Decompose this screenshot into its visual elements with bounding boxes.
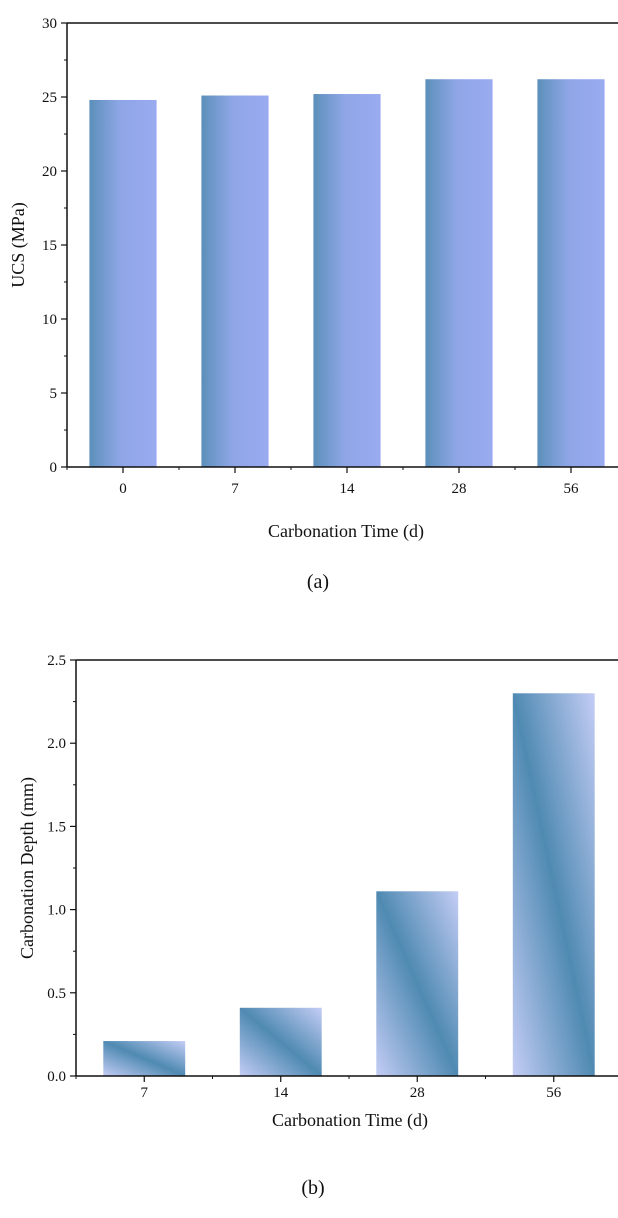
y-tick-label: 2.5	[47, 653, 66, 669]
bar-0	[89, 99, 157, 468]
x-tick-label: 28	[452, 481, 467, 497]
chart-a-ylabel: UCS (MPa)	[8, 202, 29, 288]
chart-a-x-ticks: 0 7 14 28 56	[66, 467, 580, 497]
y-tick-label: 2.0	[47, 736, 66, 752]
chart-b-y-ticks: 0.0 0.5 1.0 1.5 2.0 2.5	[47, 653, 76, 1085]
x-tick-label: 28	[410, 1085, 425, 1101]
x-tick-label: 7	[141, 1085, 149, 1101]
y-tick-label: 1.0	[47, 903, 66, 919]
bar-7	[201, 95, 269, 468]
bar-28	[376, 891, 459, 1076]
chart-a-y-ticks: 0 5 10 15 20 25 30	[42, 16, 67, 476]
x-tick-label: 0	[119, 481, 127, 497]
y-tick-label: 10	[42, 312, 57, 328]
x-tick-label: 14	[273, 1085, 289, 1101]
y-tick-label: 1.5	[47, 819, 66, 835]
x-tick-label: 7	[231, 481, 239, 497]
bar-56	[537, 79, 605, 468]
x-tick-label: 56	[564, 481, 580, 497]
y-tick-label: 0.5	[47, 986, 66, 1002]
chart-a-xlabel: Carbonation Time (d)	[268, 521, 424, 542]
chart-b-ylabel: Carbonation Depth (mm)	[17, 777, 38, 959]
x-tick-label: 56	[546, 1085, 562, 1101]
y-tick-label: 0	[50, 460, 58, 476]
y-tick-label: 15	[42, 238, 57, 254]
chart-a-panel-label: (a)	[307, 571, 329, 593]
y-tick-label: 30	[42, 16, 57, 32]
chart-b-x-ticks: 7 14 28 56	[75, 1076, 562, 1101]
chart-b-panel-label: (b)	[301, 1177, 324, 1199]
y-tick-label: 5	[50, 386, 58, 402]
bar-14	[313, 94, 381, 467]
x-tick-label: 14	[340, 481, 356, 497]
y-tick-label: 0.0	[47, 1069, 66, 1085]
bar-28	[425, 79, 493, 468]
bar-14	[239, 1007, 322, 1076]
chart-b-bars	[103, 693, 595, 1076]
bar-7	[103, 1041, 186, 1076]
y-tick-label: 25	[42, 90, 57, 106]
chart-a: 0 5 10 15 20 25 30 0 7 14 28 56 UCS (MPa) Carbonat…	[8, 16, 618, 593]
y-tick-label: 20	[42, 164, 57, 180]
bar-56	[512, 693, 595, 1076]
chart-b-xlabel: Carbonation Time (d)	[272, 1110, 428, 1131]
chart-a-bars	[89, 79, 605, 468]
chart-b: 0.0 0.5 1.0 1.5 2.0 2.5 7 14 28 56 Carbonation D…	[17, 653, 618, 1199]
